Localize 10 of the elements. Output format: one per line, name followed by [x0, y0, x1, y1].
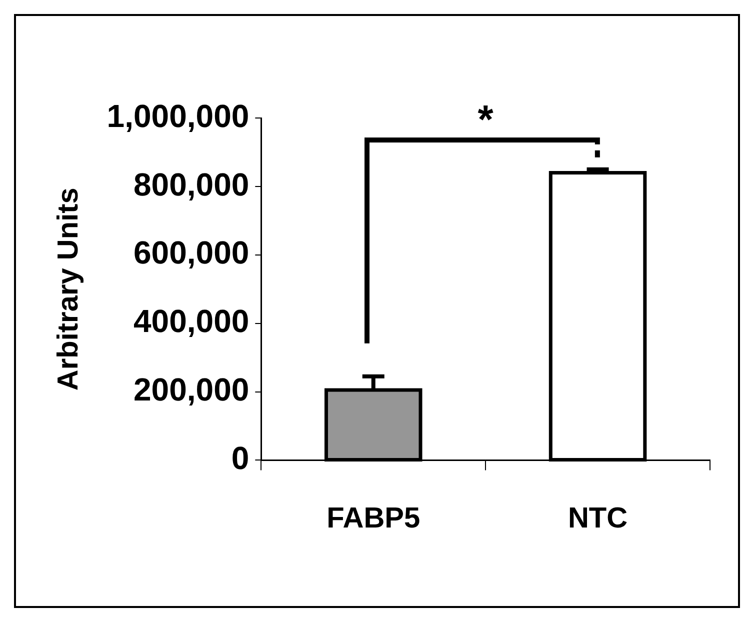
- y-tick-label: 1,000,000: [106, 98, 250, 134]
- y-axis-title: Arbitrary Units: [52, 188, 84, 391]
- x-tick-label: NTC: [568, 502, 628, 535]
- annotation: *: [478, 98, 494, 142]
- y-tick-label: 0: [231, 440, 250, 476]
- y-tick-label: 200,000: [133, 372, 250, 408]
- x-tick-label: FABP5: [326, 502, 420, 535]
- y-tick-label: 400,000: [133, 303, 250, 340]
- y-tick-label: 800,000: [133, 166, 250, 202]
- y-tick-label: 600,000: [133, 234, 250, 271]
